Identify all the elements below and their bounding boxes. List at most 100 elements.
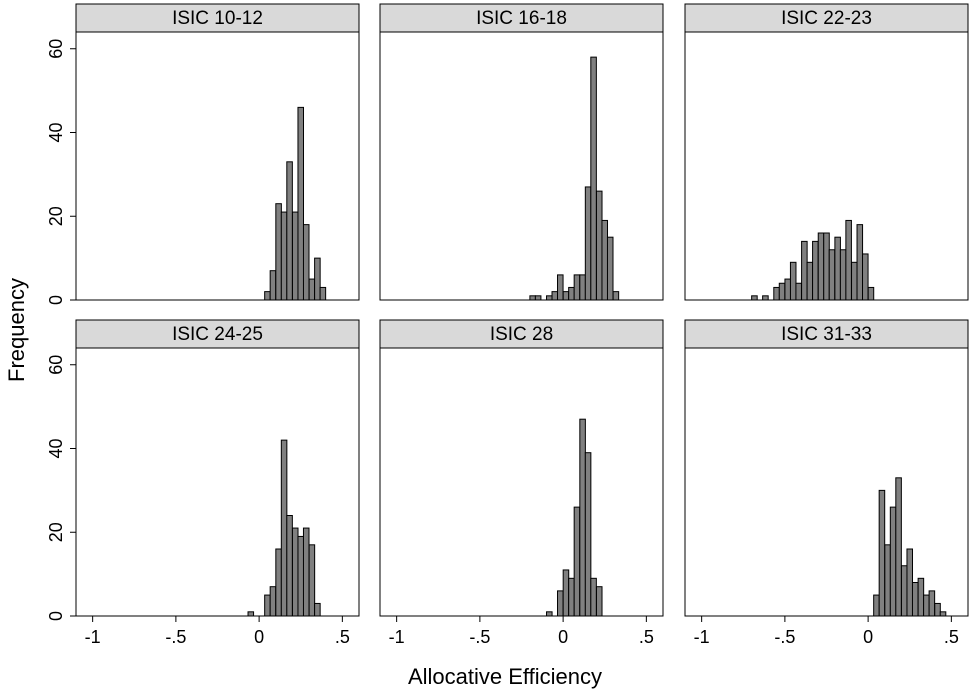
histogram-bar [590, 56, 597, 301]
x-tick-label: -.5 [469, 627, 490, 647]
histogram-bar [828, 249, 836, 301]
histogram-bar [923, 594, 930, 617]
histogram-bar [817, 232, 825, 301]
histogram-bar [606, 236, 614, 301]
y-axis-title: Frequency [4, 278, 29, 382]
histogram-bar [551, 291, 559, 301]
panel-title: ISIC 16-18 [476, 8, 567, 29]
histogram-bar [751, 295, 758, 301]
histogram-bar [834, 236, 841, 301]
histogram-bar [806, 261, 814, 301]
histogram-bar [579, 418, 586, 617]
histogram-bar [584, 452, 592, 617]
y-tick-label: 20 [46, 206, 66, 226]
histogram-bar [845, 219, 852, 301]
histogram-bar [862, 253, 869, 301]
histogram-bar [297, 535, 305, 617]
histogram-bar [595, 190, 603, 301]
histogram-bar [314, 257, 321, 301]
panel-isic-24-25: ISIC 24-25 0 20 40 60 -1 -.5 0 .5 [46, 319, 360, 647]
plot-area [379, 31, 664, 301]
histogram-bar [269, 586, 277, 617]
y-tick-label: 60 [46, 355, 66, 375]
panel-isic-10-12: ISIC 10-12 0 20 40 60 [46, 3, 360, 305]
histogram-bar [812, 240, 819, 301]
panel-isic-28: ISIC 28 -1 -.5 0 .5 [379, 319, 664, 647]
histogram-bar [319, 286, 327, 301]
histogram-bar [867, 286, 875, 301]
histogram-bar [778, 282, 786, 301]
histogram-bar [579, 274, 586, 301]
histogram-bar [314, 602, 321, 617]
panel-isic-22-23: ISIC 22-23 [684, 3, 969, 301]
y-tick-label: 0 [46, 295, 66, 305]
histogram-bar [856, 224, 864, 301]
plot-area [684, 347, 969, 617]
plot-area [75, 31, 360, 301]
histogram-bar [801, 240, 808, 301]
plot-area [379, 347, 664, 617]
histogram-bar [275, 203, 282, 301]
histogram-bar [939, 611, 947, 617]
x-tick-label: -.5 [165, 627, 186, 647]
panel-strip [75, 319, 360, 349]
histogram-bar [568, 577, 575, 617]
histogram-bar [900, 565, 908, 617]
histogram-bar [917, 577, 925, 617]
histogram-bar [280, 211, 288, 301]
y-tick-label: 60 [46, 39, 66, 59]
histogram-bar [573, 274, 581, 301]
histogram-bar [789, 261, 797, 301]
histogram-bar [584, 186, 592, 301]
histogram-bar [889, 506, 897, 617]
x-tick-label: 0 [254, 627, 264, 647]
histogram-bar [762, 295, 769, 301]
histogram-bar [911, 582, 919, 617]
histogram-bar [878, 489, 886, 617]
panel-title: ISIC 31-33 [781, 324, 872, 345]
histogram-bar [546, 611, 553, 617]
histogram-bar [562, 569, 570, 617]
y-tick-label: 40 [46, 438, 66, 458]
histogram-bar [934, 602, 941, 617]
x-tick-label: -1 [389, 627, 405, 647]
histogram-bar [562, 291, 570, 301]
histogram-bar [529, 295, 536, 301]
histogram-bar [286, 161, 293, 301]
histogram-bar [568, 286, 575, 301]
histogram-bar [557, 274, 564, 301]
histogram-bar [308, 278, 316, 301]
plot-area [75, 347, 360, 617]
panel-strip [75, 3, 360, 33]
panel-grid: ISIC 10-12 0 20 40 60 ISIC 16-18 ISIC 22-23 ISI… [46, 3, 969, 647]
y-tick-label: 20 [46, 522, 66, 542]
histogram-bar [839, 249, 847, 301]
x-tick-label: .5 [944, 627, 959, 647]
y-tick-label: 40 [46, 122, 66, 142]
x-tick-label: 0 [863, 627, 873, 647]
x-tick-label: -1 [694, 627, 710, 647]
x-tick-label: -1 [85, 627, 101, 647]
histogram-bar [280, 439, 288, 617]
histogram-bar [851, 261, 858, 301]
panel-title: ISIC 22-23 [781, 8, 872, 29]
histogram-bar [906, 548, 914, 617]
x-tick-label: 0 [558, 627, 568, 647]
histogram-bar [928, 590, 936, 617]
histogram-bar [612, 291, 620, 301]
panel-strip [684, 3, 969, 33]
x-tick-label: .5 [335, 627, 350, 647]
histogram-bar [269, 270, 277, 301]
histogram-bar [873, 594, 880, 617]
histogram-bar [573, 506, 581, 617]
histogram-bar [264, 291, 271, 301]
panel-strip [379, 319, 664, 349]
histogram-bar [275, 548, 282, 617]
histogram-bar [590, 577, 597, 617]
histogram-bar [297, 106, 305, 301]
panel-isic-16-18: ISIC 16-18 [379, 3, 664, 301]
histogram-bar [247, 611, 255, 617]
histogram-bar [557, 590, 564, 617]
histogram-bar [895, 477, 902, 617]
